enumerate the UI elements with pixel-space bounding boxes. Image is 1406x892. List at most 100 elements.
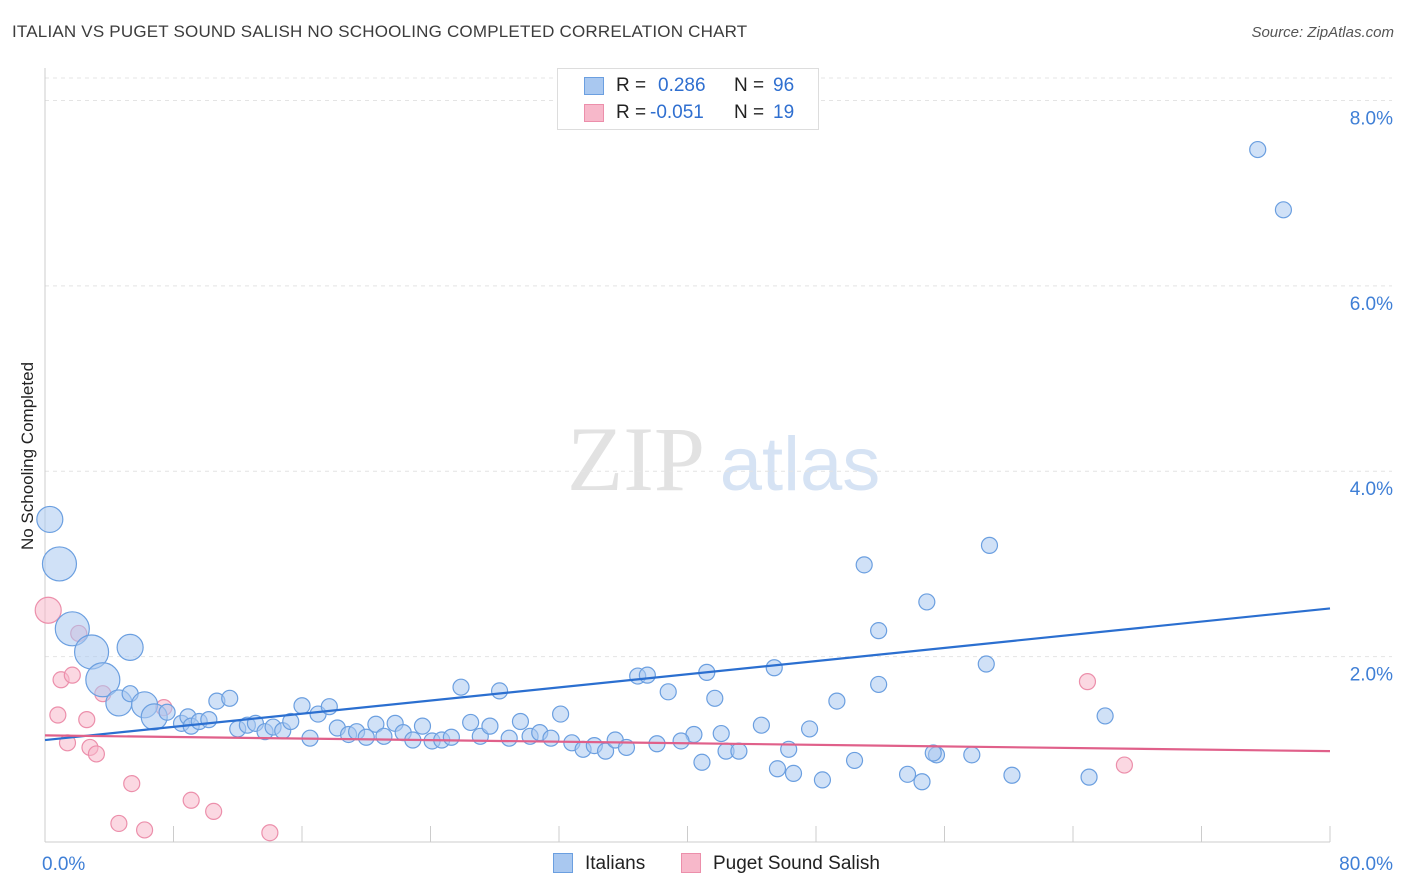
- salish-swatch: [584, 104, 604, 122]
- y-tick-label: 6.0%: [1350, 294, 1393, 315]
- stats-row-salish: R = -0.051 N = 19: [558, 101, 818, 127]
- italian-point: [800, 720, 819, 738]
- italian-point: [898, 765, 917, 783]
- x-tick-label-max: 80.0%: [1339, 854, 1393, 875]
- italian-point: [918, 593, 936, 611]
- x-tick-label-min: 0.0%: [42, 854, 85, 875]
- italian-point: [672, 732, 690, 750]
- salish-trendline: [44, 734, 1331, 753]
- italian-point: [552, 705, 570, 723]
- y-tick-label: 4.0%: [1350, 479, 1393, 500]
- r-label: R =: [616, 102, 647, 123]
- italian-point: [659, 683, 677, 701]
- italian-point: [500, 729, 518, 747]
- stats-box: R = 0.286 N = 96 R = -0.051 N = 19: [557, 68, 819, 130]
- italian-point: [542, 729, 560, 747]
- italian-point: [870, 675, 888, 694]
- grid-lines: [45, 77, 1392, 658]
- italian-point: [85, 662, 121, 698]
- italian-point: [367, 715, 385, 733]
- italian-point: [963, 746, 981, 764]
- italian-point: [375, 727, 393, 745]
- watermark-atlas: atlas: [720, 422, 881, 507]
- trend-lines: [44, 607, 1331, 753]
- salish-point: [34, 596, 62, 624]
- italian-point: [490, 682, 509, 700]
- italian-point: [765, 659, 783, 677]
- italian-point: [357, 728, 375, 746]
- axes: [44, 68, 1331, 843]
- salish-points: [34, 596, 1134, 842]
- italian-point: [282, 712, 300, 731]
- legend: Italians Puget Sound Salish: [0, 852, 1406, 878]
- italian-point: [452, 678, 470, 696]
- italian-point: [730, 742, 748, 760]
- italian-point: [1274, 201, 1293, 219]
- italian-point: [36, 505, 64, 534]
- italian-point: [1249, 140, 1267, 159]
- salish-point: [182, 791, 200, 809]
- italian-point: [693, 753, 711, 771]
- italian-point: [638, 666, 656, 684]
- italian-trendline: [44, 607, 1331, 742]
- italian-point: [1096, 707, 1114, 725]
- n-label: N =: [734, 75, 765, 96]
- salish-point: [49, 706, 67, 724]
- italian-point: [855, 556, 873, 574]
- salish-point: [110, 814, 128, 833]
- italian-point: [784, 764, 803, 783]
- italian-point: [845, 751, 864, 770]
- salish-point: [123, 775, 141, 793]
- r-value-italians: 0.286: [658, 75, 706, 96]
- italian-point: [200, 711, 218, 729]
- italian-point: [913, 773, 931, 791]
- r-label: R =: [616, 75, 647, 96]
- source-credit: Source: ZipAtlas.com: [1251, 24, 1394, 41]
- salish-point: [135, 821, 154, 839]
- salish-point: [78, 711, 96, 729]
- legend-label-italians: Italians: [585, 853, 646, 874]
- italian-point: [813, 771, 832, 789]
- italian-point: [768, 760, 787, 778]
- italian-point: [293, 697, 311, 715]
- italian-point: [116, 633, 144, 661]
- legend-swatch-italians: [553, 853, 573, 873]
- italian-point: [1003, 766, 1021, 784]
- italian-point: [158, 703, 176, 721]
- italian-point: [706, 689, 724, 707]
- italian-point: [977, 655, 995, 673]
- n-value-salish: 19: [773, 102, 795, 123]
- salish-point: [205, 802, 223, 821]
- italian-point: [41, 546, 78, 582]
- italian-point: [413, 717, 432, 735]
- chart-title: ITALIAN VS PUGET SOUND SALISH NO SCHOOLI…: [12, 22, 748, 41]
- legend-label-salish: Puget Sound Salish: [713, 853, 880, 874]
- italian-point: [980, 536, 999, 554]
- salish-point: [63, 666, 81, 684]
- italians-swatch: [584, 77, 604, 95]
- italian-point: [1080, 768, 1098, 786]
- italian-point: [511, 712, 530, 731]
- salish-point: [261, 824, 279, 842]
- n-label: N =: [734, 102, 765, 123]
- n-value-italians: 96: [773, 75, 795, 96]
- salish-point: [1115, 756, 1134, 774]
- watermark-zip: ZIP: [567, 408, 705, 510]
- italian-point: [221, 689, 239, 707]
- italian-point: [712, 724, 730, 743]
- italian-point: [752, 716, 770, 734]
- tick-labels: 2.0% 4.0% 6.0% 8.0% 0.0% 80.0%: [42, 108, 1393, 875]
- salish-point: [87, 745, 106, 763]
- italian-point: [828, 692, 846, 710]
- salish-point: [1078, 673, 1097, 691]
- italian-point: [462, 713, 480, 732]
- italian-point: [54, 611, 90, 647]
- r-value-salish: -0.051: [650, 102, 704, 123]
- italian-point: [924, 744, 942, 762]
- y-tick-label: 8.0%: [1350, 108, 1393, 129]
- italian-point: [870, 622, 888, 640]
- italian-point: [442, 728, 460, 746]
- stats-row-italians: R = 0.286 N = 96: [558, 74, 818, 100]
- legend-swatch-salish: [681, 853, 701, 873]
- italian-point: [481, 717, 499, 735]
